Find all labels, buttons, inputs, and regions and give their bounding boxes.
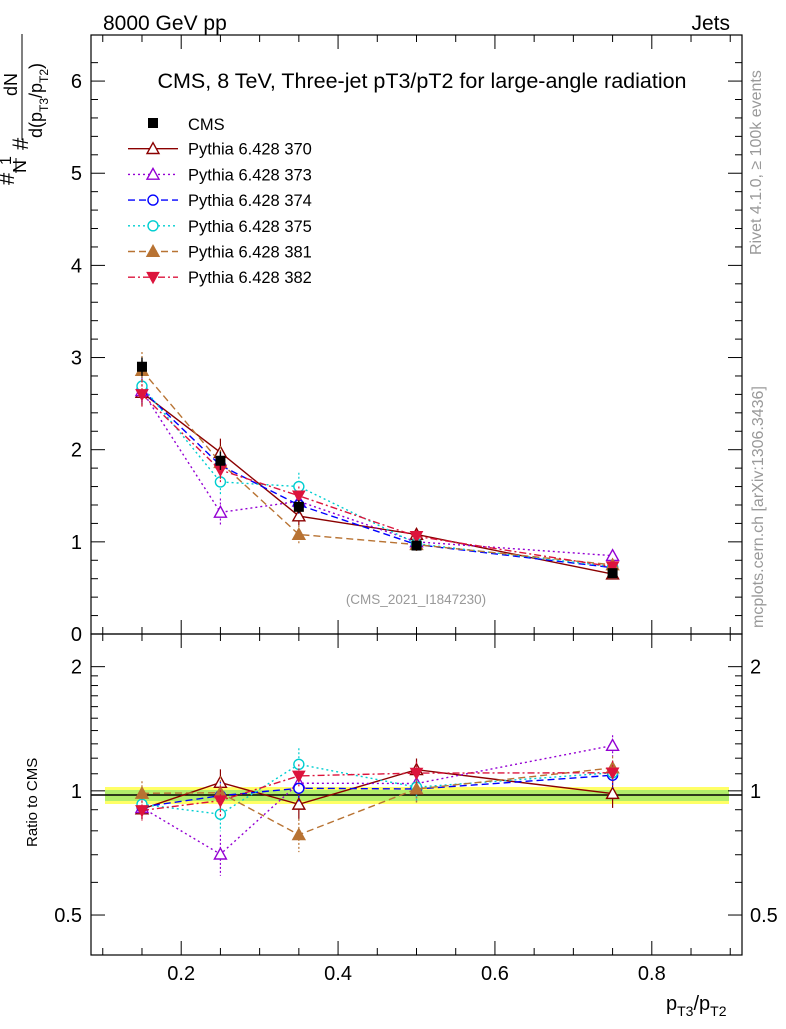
legend-marker bbox=[146, 271, 160, 285]
legend-label: Pythia 6.428 375 bbox=[188, 218, 312, 236]
rivet-label: Rivet 4.1.0, ≥ 100k events bbox=[748, 70, 765, 255]
ratio-tick-label-right: 0.5 bbox=[750, 905, 778, 927]
legend: CMS Pythia 6.428 370 Pythia 6.428 373 Pythi… bbox=[128, 116, 312, 287]
series-4 bbox=[134, 352, 620, 571]
ratio-series-5 bbox=[135, 760, 620, 822]
series-1 bbox=[134, 376, 620, 562]
data-point bbox=[411, 540, 422, 551]
x-tick-label: 0.2 bbox=[167, 963, 195, 985]
svg-text:#: # bbox=[8, 137, 33, 150]
x-tick-label: 0.6 bbox=[481, 963, 509, 985]
analysis-id: (CMS_2021_I1847230) bbox=[346, 592, 486, 607]
svg-text:1: 1 bbox=[0, 156, 15, 165]
data-series bbox=[136, 357, 618, 579]
ratio-point bbox=[605, 738, 620, 752]
svg-text:#: # bbox=[0, 172, 19, 185]
y-tick-label: 0 bbox=[71, 624, 82, 646]
ratio-point bbox=[293, 782, 305, 794]
main-axes: 0 1 2 3 4 5 6 bbox=[71, 35, 742, 646]
legend-label: Pythia 6.428 374 bbox=[188, 192, 312, 210]
legend-marker bbox=[147, 220, 159, 232]
series-3 bbox=[136, 372, 619, 573]
series-point bbox=[135, 389, 149, 402]
ratio-point bbox=[135, 805, 149, 818]
svg-text:d(pT3/pT2): d(pT3/pT2) bbox=[26, 63, 51, 138]
svg-text:N: N bbox=[10, 160, 30, 173]
legend-label: Pythia 6.428 370 bbox=[188, 141, 312, 159]
series-point bbox=[291, 490, 306, 503]
ratio-series-4 bbox=[134, 756, 620, 853]
ratio-point bbox=[605, 767, 620, 780]
ratio-point bbox=[213, 795, 228, 808]
ratio-point bbox=[291, 770, 306, 783]
x-tick-label: 0.4 bbox=[324, 963, 352, 985]
series-line bbox=[141, 393, 613, 568]
legend-marker-data bbox=[148, 118, 158, 128]
data-point bbox=[607, 568, 618, 579]
series-0 bbox=[134, 378, 620, 580]
legend-label: Pythia 6.428 381 bbox=[188, 244, 312, 262]
main-y-axis-label: # 1 N # dN d(pT3/pT2) bbox=[0, 34, 51, 185]
ratio-tick-label-right: 2 bbox=[750, 657, 761, 679]
series-line bbox=[141, 392, 613, 575]
energy-label: 8000 GeV pp bbox=[103, 12, 227, 35]
ratio-y-axis-label: Ratio to CMS bbox=[24, 758, 41, 847]
ratio-point bbox=[291, 827, 307, 841]
ratio-series-1 bbox=[134, 735, 620, 876]
series-line bbox=[141, 369, 613, 566]
y-tick-label: 1 bbox=[71, 532, 82, 554]
y-tick-label: 4 bbox=[71, 255, 82, 277]
series-line bbox=[141, 385, 613, 568]
ratio-point bbox=[409, 767, 424, 781]
series-5 bbox=[135, 380, 620, 574]
y-tick-label: 5 bbox=[71, 163, 82, 185]
series-2 bbox=[136, 375, 619, 574]
mcplots-label: mcplots.cern.ch [arXiv:1306.3436] bbox=[750, 386, 767, 628]
legend-marker bbox=[145, 141, 161, 155]
plot-title: CMS, 8 TeV, Three-jet pT3/pT2 for large-… bbox=[157, 69, 686, 93]
series-line bbox=[141, 389, 613, 569]
ratio-point bbox=[409, 781, 424, 795]
ratio-point bbox=[213, 846, 228, 860]
ratio-point bbox=[291, 796, 307, 810]
y-tick-label: 6 bbox=[71, 71, 82, 93]
ratio-tick-label: 0.5 bbox=[54, 905, 82, 927]
ratio-tick-label: 1 bbox=[71, 781, 82, 803]
data-point bbox=[215, 455, 226, 466]
ratio-tick-label-right: 1 bbox=[750, 781, 761, 803]
series-point bbox=[605, 561, 620, 574]
series-point bbox=[409, 531, 424, 544]
legend-label: Pythia 6.428 373 bbox=[188, 166, 312, 184]
legend-label-data: CMS bbox=[188, 116, 225, 134]
y-tick-label: 3 bbox=[71, 348, 82, 370]
data-point bbox=[136, 361, 147, 372]
data-point bbox=[293, 501, 304, 512]
legend-label: Pythia 6.428 382 bbox=[188, 269, 312, 287]
y-tick-label: 2 bbox=[71, 440, 82, 462]
ratio-point bbox=[605, 786, 620, 800]
series-point bbox=[291, 508, 307, 522]
series-line bbox=[141, 390, 613, 557]
ratio-axes: 0.5 0.5 1 1 2 2 0.2 0.4 0.6 0.8 bbox=[54, 634, 778, 985]
main-series-group bbox=[134, 352, 620, 580]
legend-marker bbox=[147, 194, 159, 206]
legend-marker bbox=[145, 244, 161, 257]
ratio-point bbox=[134, 785, 150, 799]
series-point bbox=[213, 504, 228, 518]
category-label: Jets bbox=[691, 12, 730, 35]
x-axis-label: pT3/pT2 bbox=[666, 993, 727, 1019]
series-point bbox=[291, 527, 307, 540]
ratio-series-group bbox=[134, 735, 620, 876]
svg-text:dN: dN bbox=[1, 73, 21, 96]
x-tick-label: 0.8 bbox=[638, 963, 666, 985]
legend-marker bbox=[145, 166, 161, 180]
ratio-tick-label: 2 bbox=[71, 657, 82, 679]
